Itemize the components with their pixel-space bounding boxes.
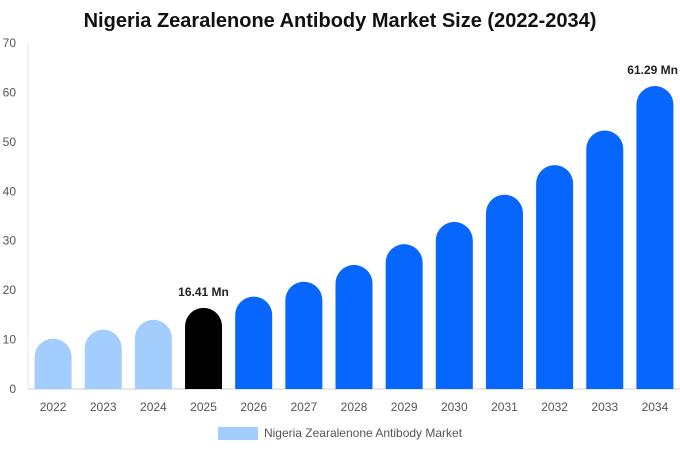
bar-2033 xyxy=(586,130,624,390)
x-tick-label-2034: 2034 xyxy=(642,400,669,414)
y-tick-label: 70 xyxy=(3,36,17,50)
y-tick-label: 60 xyxy=(3,85,17,99)
chart-title: Nigeria Zearalenone Antibody Market Size… xyxy=(83,10,597,32)
x-tick-label-2027: 2027 xyxy=(290,400,317,414)
data-label-2025: 16.41 Mn xyxy=(178,285,229,299)
labels-group: 2022 2023 2024 2025 2026 2027 2028 2029 2030 2031… xyxy=(40,63,678,414)
y-tick-label: 0 xyxy=(9,382,16,396)
legend-label: Nigeria Zearalenone Antibody Market xyxy=(263,426,463,440)
bar-2030 xyxy=(435,221,473,389)
bar-2028 xyxy=(335,264,373,389)
y-tick-label: 50 xyxy=(3,135,17,149)
x-tick-label-2028: 2028 xyxy=(341,400,368,414)
x-tick-label-2026: 2026 xyxy=(240,400,267,414)
x-tick-label-2031: 2031 xyxy=(491,400,518,414)
x-tick-label-2029: 2029 xyxy=(391,400,418,414)
bar-2032 xyxy=(536,165,574,389)
legend-swatch xyxy=(217,426,258,440)
bar-2027 xyxy=(285,281,323,389)
bar-2026 xyxy=(235,296,273,389)
x-tick-label-2024: 2024 xyxy=(140,400,167,414)
x-tick-label-2025: 2025 xyxy=(190,400,217,414)
bar-2024 xyxy=(134,319,172,389)
x-tick-label-2023: 2023 xyxy=(90,400,117,414)
y-tick-label: 30 xyxy=(3,234,17,248)
x-tick-label-2022: 2022 xyxy=(40,400,67,414)
legend: Nigeria Zearalenone Antibody Market xyxy=(0,426,680,440)
bar-2034 xyxy=(636,86,674,390)
bar-2023 xyxy=(84,329,122,389)
bar-2022 xyxy=(34,338,72,389)
y-tick-label: 10 xyxy=(3,333,17,347)
x-tick-label-2032: 2032 xyxy=(541,400,568,414)
y-tick-label: 40 xyxy=(3,184,17,198)
data-label-2034: 61.29 Mn xyxy=(627,63,678,77)
bar-2031 xyxy=(485,194,523,389)
y-tick-label: 20 xyxy=(3,283,17,297)
bars-group xyxy=(34,86,674,390)
bar-2029 xyxy=(385,244,423,389)
bar-2025 xyxy=(185,307,223,389)
x-tick-label-2033: 2033 xyxy=(591,400,618,414)
x-tick-label-2030: 2030 xyxy=(441,400,468,414)
